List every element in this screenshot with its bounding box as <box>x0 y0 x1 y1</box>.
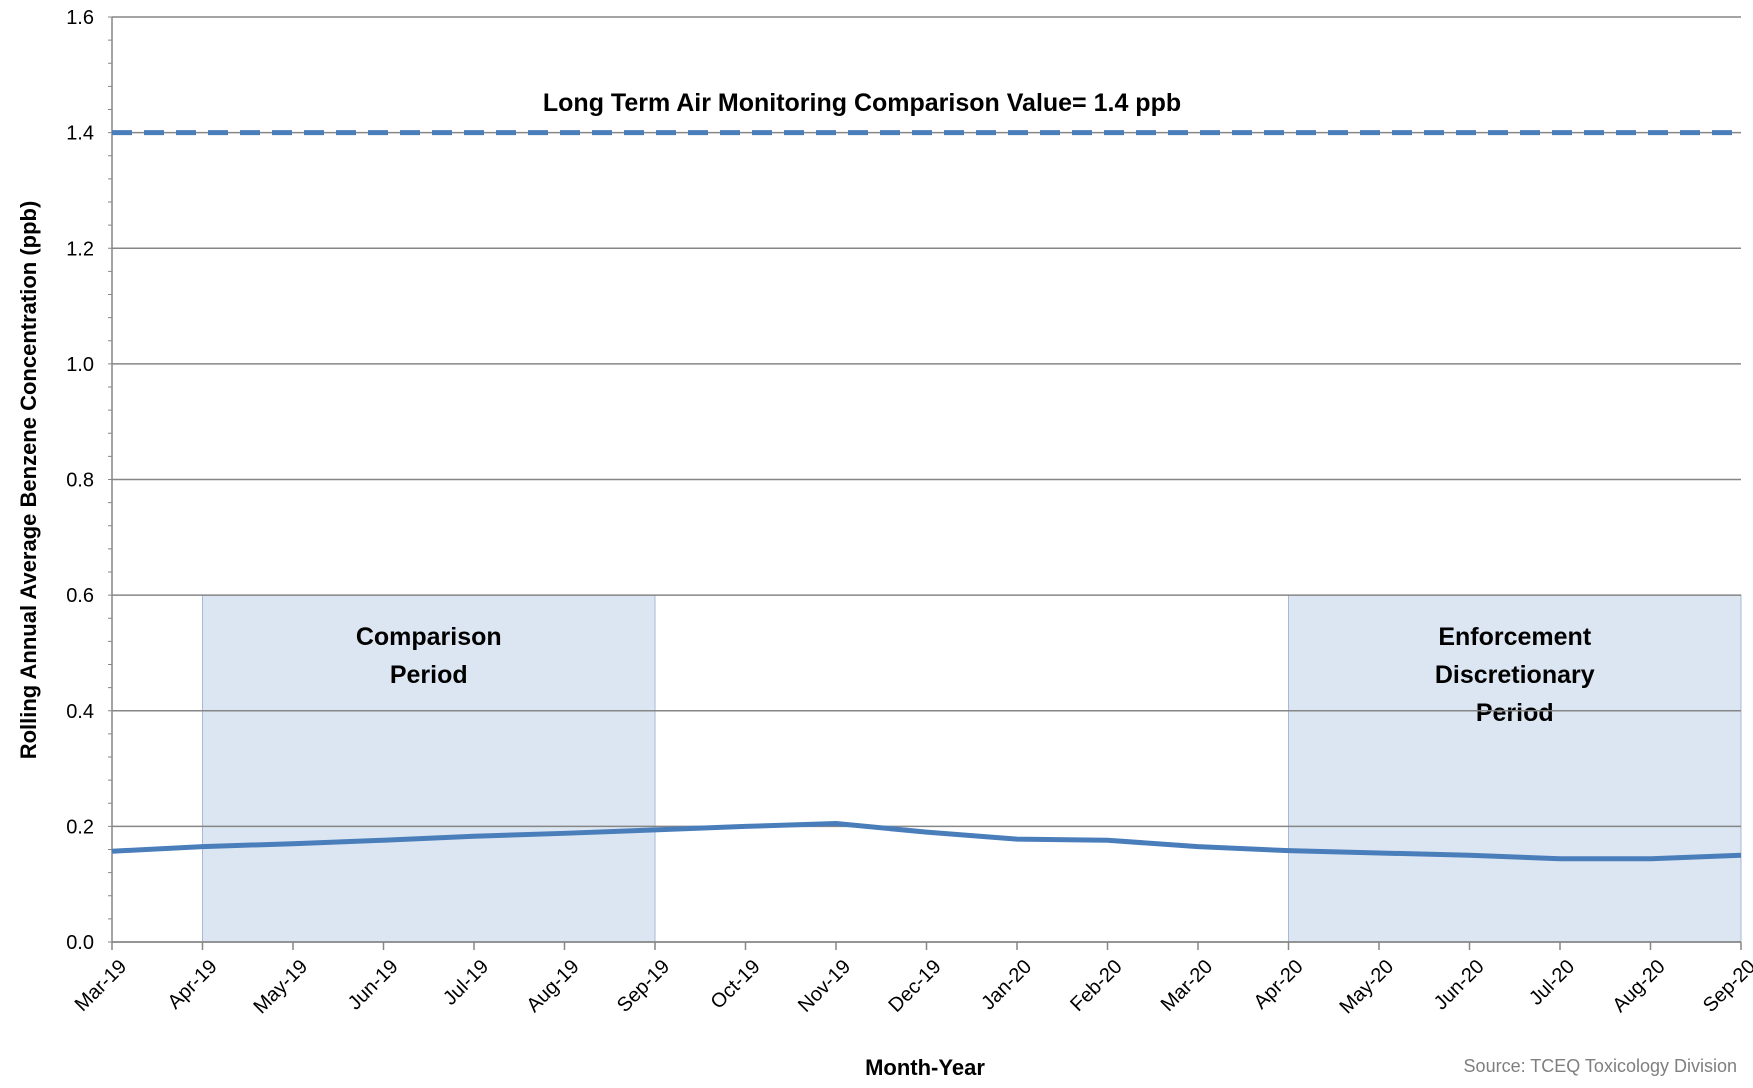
region-label: Comparison <box>356 623 502 651</box>
x-axis-title: Month-Year <box>865 1055 985 1080</box>
x-tick-label: Sep-20 <box>1699 956 1753 1017</box>
y-axis-title: Rolling Annual Average Benzene Concentra… <box>16 201 41 760</box>
region-label: Enforcement <box>1438 623 1591 651</box>
x-tick-label: Jul-20 <box>1525 956 1579 1010</box>
y-tick-label: 1.6 <box>66 7 94 29</box>
x-tick-label: Jun-20 <box>1430 956 1489 1015</box>
x-tick-label: Aug-19 <box>522 956 583 1017</box>
x-tick-label: Feb-20 <box>1066 956 1126 1016</box>
x-tick-label: Sep-19 <box>613 956 674 1017</box>
region-label: Period <box>390 661 468 689</box>
source-note: Source: TCEQ Toxicology Division <box>1464 1056 1737 1076</box>
y-tick-label: 0.4 <box>66 701 94 723</box>
y-tick-label: 0.0 <box>66 932 94 954</box>
shaded-region <box>1288 594 1742 943</box>
x-tick-label: May-20 <box>1335 956 1398 1019</box>
x-tick-label: Nov-19 <box>794 956 855 1017</box>
x-tick-label: Mar-19 <box>71 956 131 1016</box>
x-tick-label: Jan-20 <box>977 956 1036 1015</box>
y-tick-label: 1.2 <box>66 238 94 260</box>
y-tick-label: 0.2 <box>66 816 94 838</box>
x-tick-label: Dec-19 <box>884 956 945 1017</box>
y-tick-label: 1.4 <box>66 123 94 145</box>
x-tick-label: Aug-20 <box>1608 956 1669 1017</box>
region-label: Discretionary <box>1435 661 1595 689</box>
x-tick-label: Jun-19 <box>344 956 403 1015</box>
y-tick-label: 0.8 <box>66 470 94 492</box>
shaded-region <box>202 594 656 943</box>
region-label: Period <box>1476 699 1554 727</box>
x-tick-label: Oct-19 <box>707 956 765 1014</box>
x-tick-label: Mar-20 <box>1157 956 1217 1016</box>
reference-label: Long Term Air Monitoring Comparison Valu… <box>543 89 1181 117</box>
y-tick-label: 0.6 <box>66 585 94 607</box>
x-tick-label: Jul-19 <box>439 956 493 1010</box>
data-line <box>111 820 1742 862</box>
y-tick-label: 1.0 <box>66 354 94 376</box>
x-tick-label: Apr-20 <box>1250 956 1308 1014</box>
x-tick-label: May-19 <box>249 956 312 1019</box>
x-tick-label: Apr-19 <box>164 956 222 1014</box>
